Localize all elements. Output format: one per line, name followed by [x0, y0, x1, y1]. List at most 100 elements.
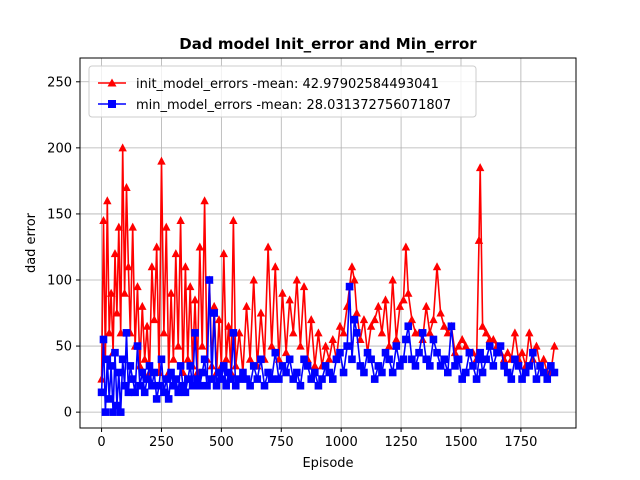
data-point-min_model_errors: [451, 362, 459, 370]
data-point-min_model_errors: [367, 355, 375, 364]
data-point-min_model_errors: [529, 348, 537, 357]
y-tick-label: 150: [47, 207, 72, 222]
y-axis-label: dad error: [24, 212, 39, 273]
data-point-init_model_errors: [461, 341, 470, 350]
data-point-init_model_errors: [407, 315, 417, 324]
data-point-min_model_errors: [172, 375, 180, 383]
data-point-min_model_errors: [381, 348, 390, 357]
data-point-min_model_errors: [116, 408, 125, 416]
data-point-min_model_errors: [318, 375, 326, 383]
data-point-min_model_errors: [402, 335, 410, 344]
data-point-init_model_errors: [395, 301, 405, 310]
data-point-init_model_errors: [198, 341, 207, 350]
data-point-min_model_errors: [212, 381, 221, 390]
data-point-init_model_errors: [481, 328, 491, 337]
x-axis-label: Episode: [302, 456, 353, 471]
data-point-min_model_errors: [408, 355, 416, 364]
data-point-min_model_errors: [246, 381, 254, 390]
data-point-init_model_errors: [105, 328, 114, 337]
data-point-init_model_errors: [214, 315, 224, 324]
data-point-init_model_errors: [176, 216, 185, 225]
data-point-min_model_errors: [514, 362, 523, 370]
data-point-init_model_errors: [162, 222, 171, 231]
data-point-min_model_errors: [525, 362, 534, 370]
data-point-min_model_errors: [222, 381, 230, 390]
data-point-min_model_errors: [188, 381, 197, 390]
data-point-min_model_errors: [111, 348, 119, 357]
data-point-init_model_errors: [190, 295, 200, 304]
data-point-init_model_errors: [366, 321, 376, 330]
data-point-min_model_errors: [140, 388, 149, 397]
data-point-min_model_errors: [203, 381, 211, 390]
data-point-min_model_errors: [224, 368, 233, 377]
data-point-min_model_errors: [303, 362, 312, 370]
data-point-init_model_errors: [120, 288, 129, 297]
series-layer: [97, 143, 559, 416]
data-point-init_model_errors: [174, 341, 183, 350]
x-tick-label: 1500: [444, 435, 477, 450]
data-point-min_model_errors: [179, 381, 187, 390]
data-point-min_model_errors: [370, 375, 379, 383]
x-tick-label: 0: [97, 435, 105, 450]
data-point-init_model_errors: [219, 249, 228, 258]
data-point-init_model_errors: [200, 196, 209, 205]
data-point-min_model_errors: [426, 362, 434, 370]
data-point-init_model_errors: [503, 348, 512, 357]
data-point-min_model_errors: [392, 342, 401, 350]
data-point-min_model_errors: [518, 375, 526, 383]
data-point-min_model_errors: [260, 381, 269, 390]
data-point-init_model_errors: [110, 249, 120, 258]
data-point-min_model_errors: [145, 362, 154, 370]
data-point-min_model_errors: [539, 368, 548, 377]
data-point-min_model_errors: [242, 375, 251, 383]
data-point-init_model_errors: [307, 315, 316, 324]
data-point-min_model_errors: [469, 362, 477, 370]
data-point-init_model_errors: [128, 222, 137, 231]
data-point-min_model_errors: [257, 355, 265, 364]
data-point-min_model_errors: [271, 348, 280, 357]
data-point-min_model_errors: [264, 368, 272, 377]
data-point-init_model_errors: [169, 354, 178, 363]
data-point-init_model_errors: [377, 328, 387, 337]
data-point-min_model_errors: [184, 375, 192, 383]
data-point-init_model_errors: [399, 295, 408, 304]
data-point-min_model_errors: [374, 362, 383, 370]
data-point-init_model_errors: [289, 328, 298, 337]
y-tick-label: 250: [47, 75, 72, 90]
legend-marker-square-icon: [108, 100, 116, 108]
data-point-init_model_errors: [157, 156, 166, 165]
data-point-init_model_errors: [267, 341, 276, 350]
data-point-init_model_errors: [229, 216, 238, 225]
data-point-init_model_errors: [429, 315, 438, 324]
data-point-min_model_errors: [118, 355, 127, 364]
data-point-min_model_errors: [314, 381, 323, 390]
data-point-init_model_errors: [321, 341, 330, 350]
data-point-min_model_errors: [143, 375, 151, 383]
data-point-init_model_errors: [231, 361, 240, 370]
data-point-min_model_errors: [115, 368, 123, 377]
data-point-min_model_errors: [496, 342, 505, 350]
data-point-init_model_errors: [310, 361, 320, 370]
data-point-init_model_errors: [235, 328, 244, 337]
data-point-min_model_errors: [300, 355, 308, 364]
data-point-init_model_errors: [478, 321, 487, 330]
data-point-min_model_errors: [511, 355, 519, 364]
data-point-min_model_errors: [120, 381, 129, 390]
data-point-init_model_errors: [138, 301, 147, 310]
data-point-min_model_errors: [239, 368, 247, 377]
data-point-init_model_errors: [339, 328, 348, 337]
data-point-min_model_errors: [482, 355, 490, 364]
data-point-min_model_errors: [503, 368, 512, 377]
data-point-init_model_errors: [114, 222, 124, 231]
data-point-init_model_errors: [285, 295, 294, 304]
data-point-min_model_errors: [181, 388, 190, 397]
data-point-min_model_errors: [363, 348, 372, 357]
data-point-init_model_errors: [112, 308, 122, 317]
data-point-min_model_errors: [150, 368, 159, 377]
data-point-init_model_errors: [103, 196, 112, 205]
data-point-min_model_errors: [485, 342, 494, 350]
data-point-min_model_errors: [160, 388, 168, 397]
data-point-init_model_errors: [124, 262, 133, 271]
data-point-init_model_errors: [432, 262, 442, 271]
y-tick-label: 50: [55, 340, 72, 355]
